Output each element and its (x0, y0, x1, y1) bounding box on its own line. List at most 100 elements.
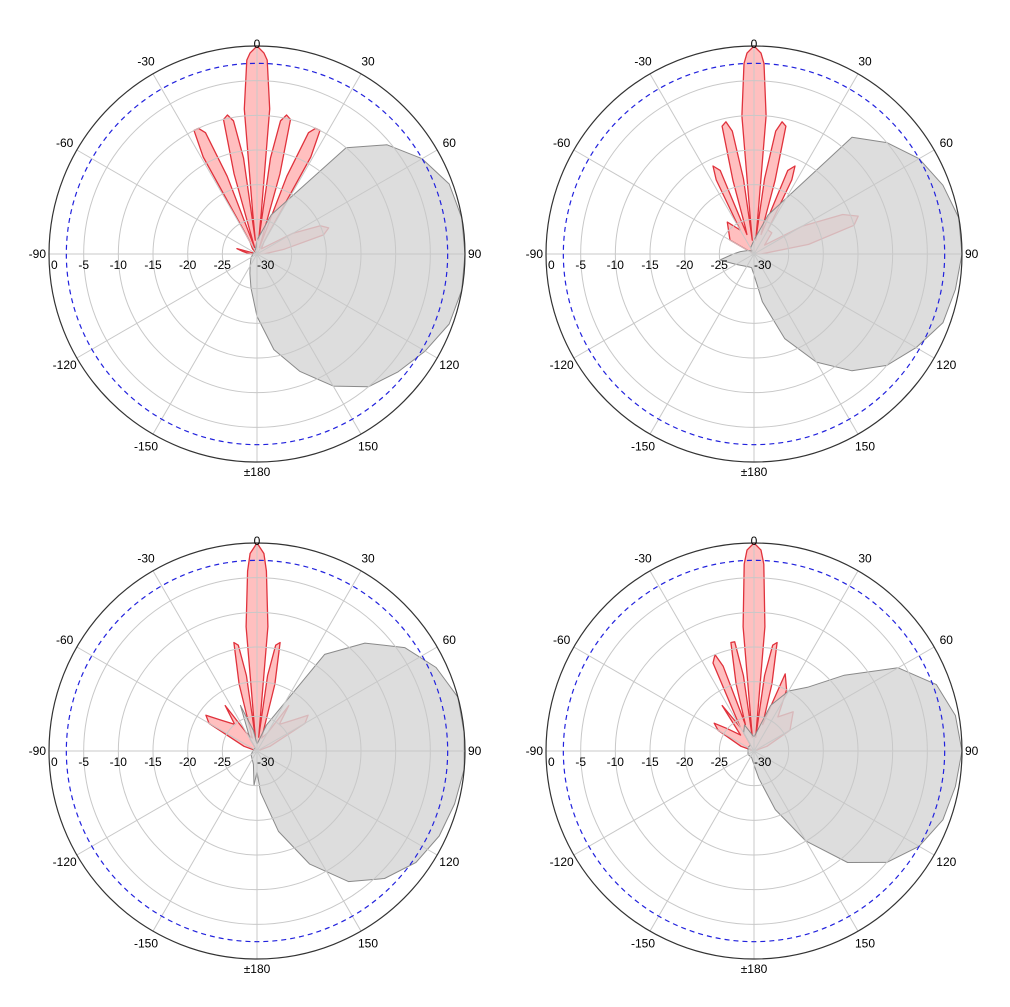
angle-label-120: 120 (936, 358, 956, 372)
grid-spoke (152, 253, 258, 435)
angle-label-300: -60 (553, 136, 571, 150)
polar-chart-3-svg: 0 30 60 90 120 150 ±180 -150 -120 -90 -60 -30 0 -5 -10… (29, 534, 482, 976)
grid-spoke (753, 750, 859, 932)
radial-label: -10 (607, 755, 625, 769)
angle-label-300: -60 (56, 633, 74, 647)
angle-label-60: 60 (940, 633, 954, 647)
grid-spoke (256, 149, 438, 255)
angle-label-0: 0 (751, 534, 758, 548)
radial-label: -20 (179, 755, 197, 769)
angle-label-270: -90 (29, 744, 47, 758)
angle-label-30: 30 (361, 55, 375, 69)
grid-spoke (76, 149, 258, 255)
polar-chart-4-svg: 0 30 60 90 120 150 ±180 -150 -120 -90 -60 -30 0 -5 -10… (526, 534, 979, 976)
radial-label: -10 (110, 755, 128, 769)
angle-label-150: 150 (855, 936, 875, 950)
angle-label-180: ±180 (244, 465, 271, 479)
radial-label: -10 (607, 258, 625, 272)
grid-spoke (753, 253, 935, 359)
radial-label: 0 (548, 755, 555, 769)
angle-label-180: ±180 (741, 962, 768, 976)
angle-label-300: -60 (56, 136, 74, 150)
outer-circle (48, 45, 466, 463)
grid-spoke (152, 750, 258, 932)
reference-ring (65, 559, 449, 943)
angle-label-0: 0 (254, 534, 261, 548)
angle-label-60: 60 (443, 633, 457, 647)
angle-label-150: 150 (358, 936, 378, 950)
grid-spoke (152, 73, 258, 255)
radial-label: -25 (711, 258, 729, 272)
angle-label-150: 150 (358, 439, 378, 453)
polar-chart-4: 0 30 60 90 120 150 ±180 -150 -120 -90 -60 -30 0 -5 -10… (497, 497, 1002, 1000)
angle-label-90: 90 (468, 744, 482, 758)
radial-label: -30 (754, 755, 772, 769)
angle-label-60: 60 (940, 136, 954, 150)
radial-label: -15 (641, 258, 659, 272)
angle-label-330: -30 (634, 552, 652, 566)
grid-spoke (256, 750, 438, 856)
angle-label-90: 90 (965, 247, 979, 261)
polar-chart-1-svg: 0 30 60 90 120 150 ±180 -150 -120 -90 -60 -30 0 -5 -10… (29, 37, 482, 479)
radial-label: -15 (144, 755, 162, 769)
angle-label-30: 30 (858, 55, 872, 69)
outer-circle (48, 542, 466, 960)
grid-spoke (256, 570, 362, 752)
grid-spoke (753, 149, 935, 255)
angle-label-270: -90 (526, 744, 544, 758)
grid-spoke (573, 149, 755, 255)
polar-chart-3: 0 30 60 90 120 150 ±180 -150 -120 -90 -60 -30 0 -5 -10… (0, 497, 505, 1000)
angle-label-240: -120 (53, 358, 77, 372)
grid-spoke (76, 253, 258, 359)
angle-label-180: ±180 (741, 465, 768, 479)
polar-chart-1: 0 30 60 90 120 150 ±180 -150 -120 -90 -60 -30 0 -5 -10… (0, 0, 505, 503)
angle-label-120: 120 (439, 358, 459, 372)
grid-spoke (753, 73, 859, 255)
angle-label-90: 90 (468, 247, 482, 261)
radial-label: -20 (676, 258, 694, 272)
grid-spoke (256, 646, 438, 752)
grid-spoke (649, 570, 755, 752)
angle-label-30: 30 (361, 552, 375, 566)
radial-label: -5 (575, 755, 586, 769)
angle-label-210: -150 (134, 936, 158, 950)
radial-label: 0 (548, 258, 555, 272)
outer-circle (545, 45, 963, 463)
grid-spoke (753, 750, 935, 856)
gray-pattern-series (249, 144, 466, 388)
angle-label-120: 120 (439, 855, 459, 869)
grid-spoke (573, 750, 755, 856)
polar-chart-2-svg: 0 30 60 90 120 150 ±180 -150 -120 -90 -60 -30 0 -5 -10… (526, 37, 979, 479)
grid-spoke (573, 253, 755, 359)
grid-spoke (649, 750, 755, 932)
radial-label: -15 (144, 258, 162, 272)
polar-chart-2: 0 30 60 90 120 150 ±180 -150 -120 -90 -60 -30 0 -5 -10… (497, 0, 1002, 503)
radial-label: -5 (78, 258, 89, 272)
angle-label-270: -90 (526, 247, 544, 261)
radial-label: -25 (711, 755, 729, 769)
grid-spoke (573, 646, 755, 752)
angle-label-150: 150 (855, 439, 875, 453)
radial-label: -30 (257, 258, 275, 272)
angle-label-330: -30 (634, 55, 652, 69)
radial-label: -30 (754, 258, 772, 272)
grid-spoke (753, 570, 859, 752)
radial-label: -25 (214, 258, 232, 272)
reference-ring (562, 559, 946, 943)
angle-label-240: -120 (550, 855, 574, 869)
grid-spoke (753, 253, 859, 435)
grid-spoke (649, 253, 755, 435)
angle-label-240: -120 (53, 855, 77, 869)
grid-spoke (256, 73, 362, 255)
reference-ring (562, 62, 946, 446)
angle-label-240: -120 (550, 358, 574, 372)
angle-label-0: 0 (751, 37, 758, 51)
radial-label: -5 (575, 258, 586, 272)
grid-spoke (76, 646, 258, 752)
grid-spoke (649, 73, 755, 255)
radial-label: 0 (51, 755, 58, 769)
angle-label-120: 120 (936, 855, 956, 869)
radial-label: -5 (78, 755, 89, 769)
grid-spoke (753, 646, 935, 752)
